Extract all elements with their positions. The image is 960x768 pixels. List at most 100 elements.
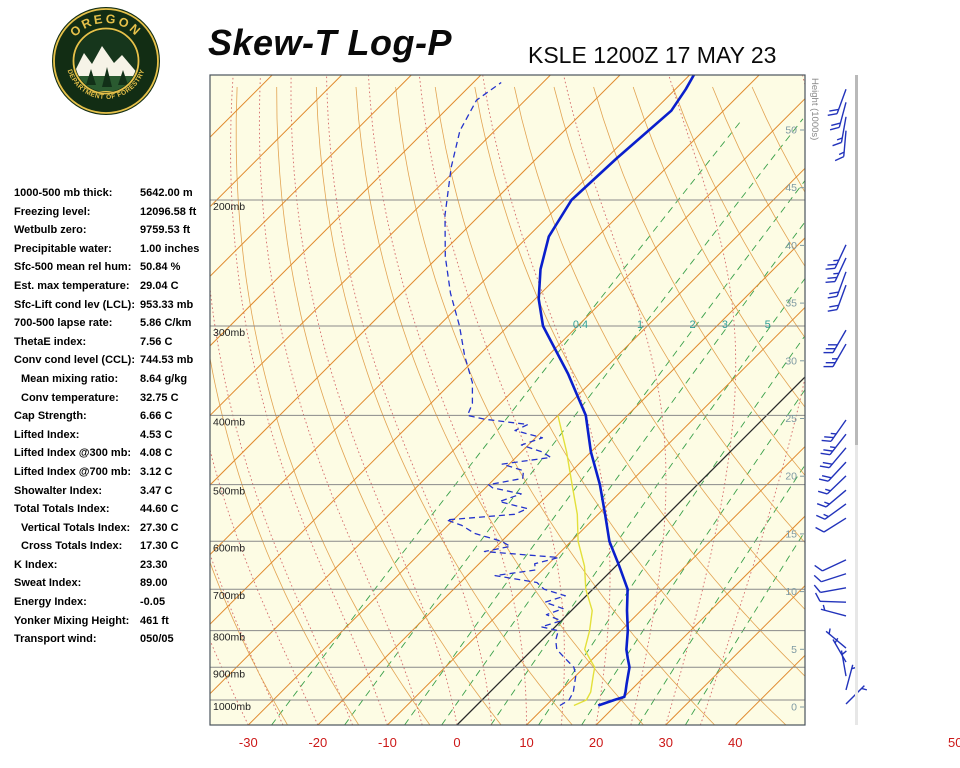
stat-value: 5642.00 m bbox=[140, 187, 193, 199]
wind-barb bbox=[816, 503, 847, 520]
stat-value: -0.05 bbox=[140, 596, 166, 609]
stat-value: 6.66 C bbox=[140, 410, 173, 423]
height-tick-label: 20 bbox=[785, 471, 797, 483]
wind-barb bbox=[825, 628, 847, 649]
stat-label: Freezing level: bbox=[14, 205, 91, 218]
pressure-label: 500mb bbox=[213, 486, 245, 498]
wind-barb bbox=[814, 592, 847, 603]
height-tick-label: 0 bbox=[791, 702, 797, 714]
wind-barb bbox=[813, 584, 847, 594]
stat-label: Energy Index: bbox=[14, 596, 87, 609]
stat-label: Sfc-Lift cond lev (LCL): bbox=[14, 298, 135, 311]
stat-value: 8.64 g/kg bbox=[140, 372, 188, 385]
stat-value: 744.53 mb bbox=[140, 354, 194, 367]
wind-barb bbox=[827, 88, 847, 116]
pressure-label: 800mb bbox=[213, 632, 245, 644]
temp-axis: -30 -20 -10 0 10 20 30 40 50 bbox=[239, 735, 960, 750]
stat-row: Mean mixing ratio: 8.64 g/kg bbox=[14, 373, 220, 392]
stat-label: Yonker Mixing Height: bbox=[14, 614, 130, 627]
stat-row: Lifted Index @300 mb: 4.08 C bbox=[14, 447, 220, 466]
wind-barb bbox=[815, 517, 847, 533]
stat-label: Wetbulb zero: bbox=[14, 224, 87, 237]
stat-row: K Index: 23.30 bbox=[14, 559, 220, 578]
wind-barb bbox=[827, 271, 847, 299]
stat-value: 12096.58 ft bbox=[140, 205, 197, 218]
stat-label: Showalter Index: bbox=[14, 484, 103, 497]
stat-row: Yonker Mixing Height: 461 ft bbox=[14, 615, 220, 634]
wind-barb bbox=[827, 284, 847, 312]
odf-logo: OREGON DEPARTMENT OF FORESTRY bbox=[52, 7, 160, 115]
stat-label: Mean mixing ratio: bbox=[21, 372, 119, 385]
wind-barb bbox=[818, 461, 847, 482]
plot-area: 200mb 300mb 400mb 500mb 600mb 700mb 800mb 900mb… bbox=[210, 75, 805, 725]
height-tick-label: 5 bbox=[791, 644, 797, 656]
mixing-ratio-lines bbox=[271, 118, 805, 725]
temp-tick-label: 20 bbox=[589, 735, 603, 750]
stat-value: 4.08 C bbox=[140, 447, 173, 460]
height-tick-label: 10 bbox=[785, 586, 797, 598]
stat-label: Cross Totals Index: bbox=[21, 540, 123, 553]
plot-border bbox=[209, 74, 806, 726]
height-tick-label: 30 bbox=[785, 355, 797, 367]
stat-value: 44.60 C bbox=[140, 503, 179, 516]
temperature-profile-line bbox=[537, 75, 696, 707]
stat-label: Total Totals Index: bbox=[14, 503, 110, 516]
wind-barb bbox=[832, 637, 847, 663]
pressure-label: 300mb bbox=[213, 327, 245, 339]
stat-row: Cross Totals Index: 17.30 C bbox=[14, 540, 220, 559]
stat-label: Lifted Index @300 mb: bbox=[14, 447, 132, 460]
wind-barbs bbox=[813, 88, 868, 705]
tree-icon bbox=[118, 70, 128, 85]
stat-label: ThetaE index: bbox=[14, 335, 87, 348]
stat-label: Vertical Totals Index: bbox=[21, 521, 131, 534]
stat-value: 1.00 inches bbox=[140, 242, 200, 255]
stat-label: Lifted Index @700 mb: bbox=[14, 465, 132, 478]
stat-value: 953.33 mb bbox=[140, 298, 194, 311]
stat-value: 3.47 C bbox=[140, 484, 173, 497]
mixing-ratio-label: 5 bbox=[765, 319, 771, 331]
stat-value: 461 ft bbox=[140, 614, 169, 627]
stat-value: 29.04 C bbox=[140, 279, 179, 292]
stat-label: 700-500 lapse rate: bbox=[14, 317, 113, 330]
scrollbar-thumb[interactable] bbox=[855, 75, 858, 445]
wind-barb bbox=[816, 489, 847, 508]
stat-label: Transport wind: bbox=[14, 633, 97, 646]
temp-tick-label: 40 bbox=[728, 735, 742, 750]
stat-value: 27.30 C bbox=[140, 521, 179, 534]
wind-barb bbox=[832, 116, 847, 147]
stat-row: Transport wind: 050/05 bbox=[14, 633, 220, 652]
stat-row: Wetbulb zero: 9759.53 ft bbox=[14, 224, 220, 243]
stat-value: 7.56 C bbox=[140, 335, 173, 348]
wind-barb bbox=[834, 130, 847, 162]
temp-tick-label: -20 bbox=[308, 735, 327, 750]
stat-row: Total Totals Index: 44.60 C bbox=[14, 503, 220, 522]
stat-label: Lifted Index: bbox=[14, 428, 80, 441]
height-axis-title: Height (1000s) bbox=[809, 78, 820, 140]
tree-icon bbox=[102, 67, 112, 87]
wetbulb-profile-line bbox=[557, 415, 596, 707]
stat-label: Sfc-500 mean rel hum: bbox=[14, 261, 132, 274]
stat-value: 50.84 % bbox=[140, 261, 181, 274]
height-tick-label: 35 bbox=[785, 298, 797, 310]
stats-panel: 1000-500 mb thick: 5642.00 m Freezing leve… bbox=[14, 187, 220, 652]
stat-row: Sweat Index: 89.00 bbox=[14, 577, 220, 596]
pressure-label: 900mb bbox=[213, 668, 245, 680]
stat-value: 3.12 C bbox=[140, 465, 173, 478]
wind-barb bbox=[814, 559, 847, 572]
stat-value: 23.30 bbox=[140, 558, 168, 571]
wind-barb bbox=[819, 447, 847, 469]
height-tick-label: 50 bbox=[785, 125, 797, 137]
isotherms bbox=[210, 75, 805, 725]
mountains-icon bbox=[75, 46, 137, 77]
stat-row: Freezing level: 12096.58 ft bbox=[14, 206, 220, 225]
wind-barb bbox=[823, 343, 847, 368]
stat-row: Energy Index: -0.05 bbox=[14, 596, 220, 615]
temp-tick-label-partial: 50 bbox=[948, 735, 960, 750]
mixing-ratio-label: 0.4 bbox=[573, 319, 588, 331]
pressure-label: 700mb bbox=[213, 590, 245, 602]
stat-row: Conv cond level (CCL): 744.53 mb bbox=[14, 354, 220, 373]
pressure-lines: 200mb 300mb 400mb 500mb 600mb 700mb 800mb 900mb… bbox=[210, 199, 805, 713]
stat-label: K Index: bbox=[14, 558, 58, 571]
stat-row: Lifted Index @700 mb: 3.12 C bbox=[14, 466, 220, 485]
